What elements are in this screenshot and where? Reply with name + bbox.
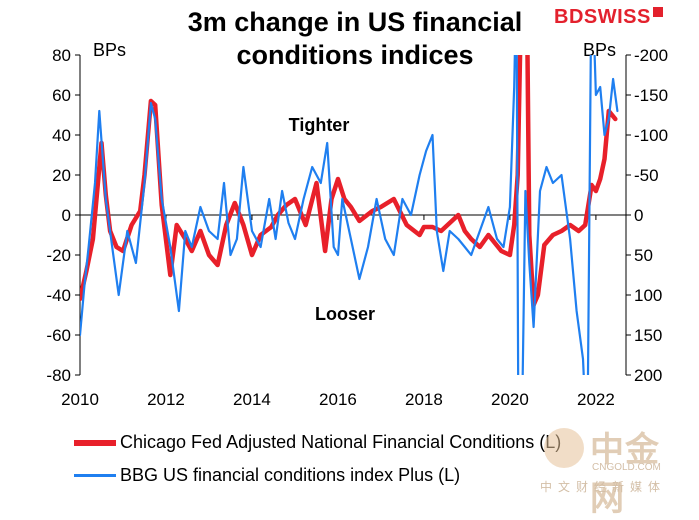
right-tick-label: 200 <box>634 366 662 385</box>
x-tick-label: 2020 <box>491 390 529 409</box>
legend-label-chicago-fed: Chicago Fed Adjusted National Financial … <box>120 432 562 452</box>
right-tick-label: -200 <box>634 46 668 65</box>
right-tick-label: 100 <box>634 286 662 305</box>
left-tick-label: 0 <box>62 206 71 225</box>
x-tick-label: 2014 <box>233 390 271 409</box>
right-tick-label: 50 <box>634 246 653 265</box>
watermark: 中金网 CNGOLD.COM 中文财经新媒体 <box>540 418 690 518</box>
left-tick-label: -60 <box>46 326 71 345</box>
x-tick-label: 2018 <box>405 390 443 409</box>
right-tick-label: 150 <box>634 326 662 345</box>
chart-title-line-2: conditions indices <box>236 40 474 70</box>
left-axis-unit: BPs <box>93 40 127 60</box>
logo-mark-icon <box>652 7 663 17</box>
right-tick-label: -150 <box>634 86 668 105</box>
watermark-sub: 中文财经新媒体 <box>540 480 667 494</box>
series-line-chicago-fed <box>80 55 618 308</box>
left-tick-label: -40 <box>46 286 71 305</box>
chart-lines <box>80 55 619 375</box>
x-tick-label: 2016 <box>319 390 357 409</box>
chart-title-line-1: 3m change in US financial <box>187 7 523 37</box>
legend-item-bbg: BBG US financial conditions index Plus (… <box>74 459 561 492</box>
chart-legend: Chicago Fed Adjusted National Financial … <box>74 426 561 492</box>
annotation-tighter: Tighter <box>289 115 350 135</box>
legend-item-chicago-fed: Chicago Fed Adjusted National Financial … <box>74 426 561 459</box>
legend-swatch-blue <box>74 474 116 477</box>
bdswiss-logo: BDSWISS <box>554 6 663 29</box>
left-tick-label: 80 <box>52 46 71 65</box>
left-tick-label: 40 <box>52 126 71 145</box>
annotation-looser: Looser <box>315 304 375 324</box>
left-tick-label: 20 <box>52 166 71 185</box>
chart-svg: 806040200-20-40-60-80-200-150-100-500501… <box>46 46 668 409</box>
x-tick-label: 2012 <box>147 390 185 409</box>
right-tick-label: -50 <box>634 166 659 185</box>
left-tick-label: 60 <box>52 86 71 105</box>
right-tick-label: 0 <box>634 206 643 225</box>
logo-text: BDSWISS <box>554 6 651 28</box>
x-tick-label: 2022 <box>577 390 615 409</box>
left-tick-label: -20 <box>46 246 71 265</box>
left-tick-label: -80 <box>46 366 71 385</box>
legend-label-bbg: BBG US financial conditions index Plus (… <box>120 465 461 485</box>
x-tick-label: 2010 <box>61 390 99 409</box>
chart-axes: 806040200-20-40-60-80-200-150-100-500501… <box>46 46 668 409</box>
right-tick-label: -100 <box>634 126 668 145</box>
watermark-coin-icon <box>544 428 584 468</box>
legend-swatch-red <box>74 439 116 446</box>
chart-title: 3m change in US financial conditions ind… <box>150 6 560 72</box>
series-line-bbg <box>80 55 619 375</box>
watermark-en: CNGOLD.COM <box>592 462 661 473</box>
